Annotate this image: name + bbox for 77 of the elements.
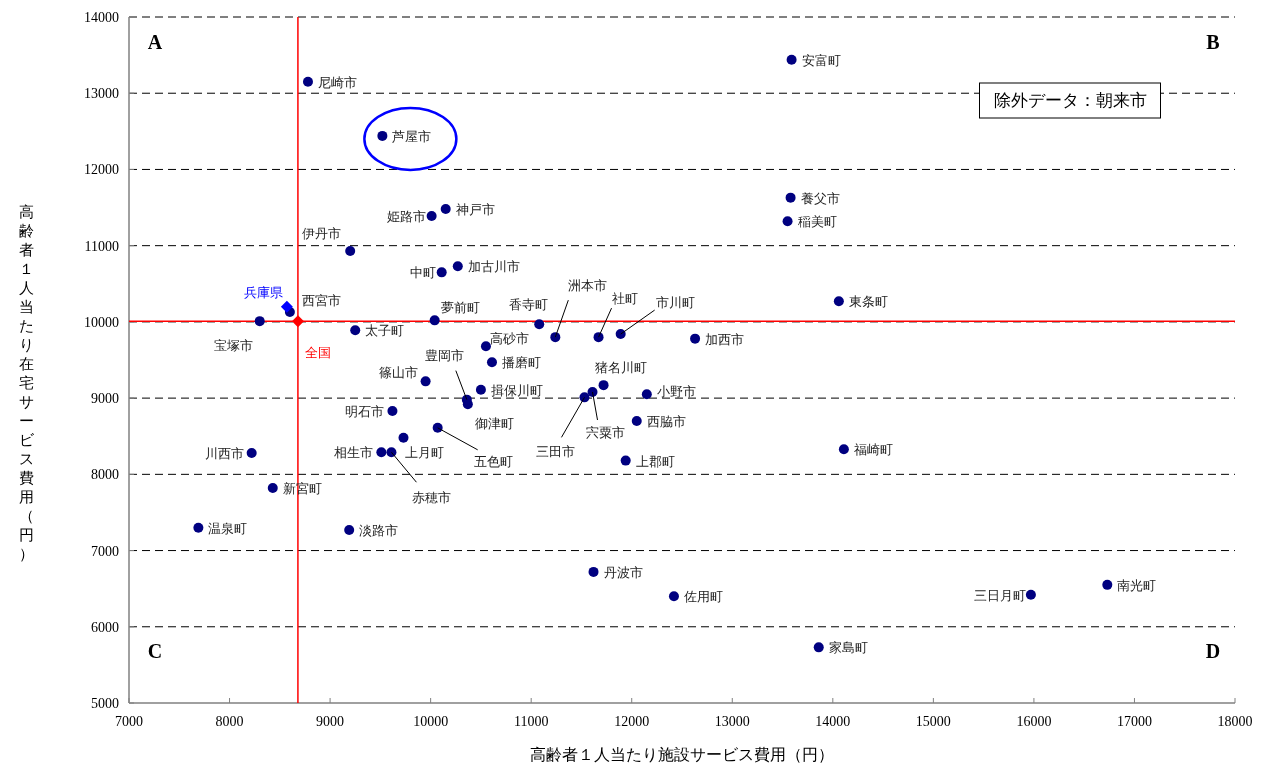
- annotation: 西宮市: [301, 292, 341, 308]
- x-tick-label: 10000: [413, 714, 449, 729]
- annotation: 丹波市: [603, 564, 643, 580]
- y-tick-label: 10000: [84, 314, 119, 330]
- x-tick-label: 7000: [115, 714, 143, 729]
- annotation: 市川町: [656, 295, 696, 311]
- x-tick-label: 13000: [714, 714, 750, 729]
- annotation: 上郡町: [635, 453, 675, 469]
- annotation: 小野市: [656, 384, 696, 400]
- annotation: 中町: [409, 265, 436, 281]
- x-tick-label: 15000: [915, 714, 951, 729]
- annotation: 五色町: [474, 453, 514, 469]
- y-axis-title: 高齢者１人当たり在宅サービス費用（円）: [17, 202, 34, 565]
- annotation: 伊丹市: [302, 226, 342, 241]
- annotation: 三日月町: [973, 587, 1026, 603]
- y-tick-label: 9000: [91, 391, 119, 407]
- annotation: 加西市: [705, 331, 745, 347]
- annotation: 福崎町: [853, 442, 893, 458]
- annotation: 家島町: [828, 640, 868, 656]
- annotation: 姫路市: [386, 208, 426, 224]
- annotation: 明石市: [345, 404, 385, 420]
- annotation: 上月町: [405, 444, 445, 460]
- series-label: 全国: [304, 345, 331, 361]
- x-tick-label: 12000: [614, 714, 650, 729]
- annotation: 播磨町: [501, 355, 541, 371]
- annotation: 芦屋市: [392, 128, 432, 144]
- annotation: 安富町: [801, 52, 841, 68]
- annotation: 夢前町: [440, 300, 480, 316]
- annotation: 赤穂市: [411, 490, 451, 506]
- x-axis-title: 高齢者１人当たり施設サービス費用（円）: [530, 746, 834, 763]
- y-tick-label: 14000: [84, 10, 119, 25]
- annotation: 温泉町: [208, 520, 248, 536]
- annotation: C: [147, 640, 163, 662]
- annotation: 尼崎市: [317, 74, 357, 90]
- annotation: B: [1206, 31, 1220, 53]
- annotation: 稲美町: [797, 214, 837, 230]
- y-tick-label: 11000: [84, 238, 119, 254]
- annotation: 社町: [611, 291, 638, 307]
- series-label: 兵庫県: [243, 284, 283, 300]
- x-tick-label: 8000: [215, 714, 244, 729]
- annotation: A: [147, 31, 163, 53]
- annotation: 川西市: [204, 445, 244, 461]
- annotation: 太子町: [365, 323, 405, 339]
- annotation: 神戸市: [455, 202, 495, 218]
- x-tick-label: 16000: [1016, 714, 1052, 729]
- annotation: 宝塚市: [214, 338, 254, 354]
- y-tick-label: 6000: [91, 619, 119, 635]
- annotation: 南光町: [1117, 577, 1157, 593]
- y-tick-label: 13000: [84, 86, 119, 102]
- annotation: 高砂市: [489, 331, 529, 347]
- annotation: 佐用町: [683, 589, 723, 605]
- annotation: 三田市: [535, 444, 575, 460]
- annotation: 猪名川町: [594, 360, 647, 376]
- annotation: 宍粟市: [586, 425, 626, 441]
- annotation: 篠山市: [378, 365, 418, 381]
- annotation: 香寺町: [509, 297, 549, 313]
- x-tick-label: 17000: [1116, 714, 1152, 729]
- y-tick-label: 12000: [84, 162, 119, 178]
- y-tick-label: 8000: [91, 467, 119, 483]
- x-tick-label: 14000: [815, 714, 851, 729]
- annotation: D: [1205, 640, 1221, 662]
- annotation: 養父市: [800, 190, 840, 206]
- annotation: 相生市: [334, 445, 374, 461]
- annotation: 淡路市: [359, 522, 399, 538]
- annotation: 西脇市: [646, 413, 686, 429]
- x-tick-label: 11000: [513, 714, 549, 729]
- annotation: 揖保川町: [490, 382, 543, 398]
- annotation: 東条町: [848, 294, 888, 310]
- x-tick-label: 18000: [1217, 714, 1253, 729]
- y-tick-label: 7000: [91, 543, 119, 559]
- x-tick-label: 9000: [316, 714, 345, 729]
- annotation: 御津町: [475, 416, 515, 432]
- annotation: 除外データ：朝来市: [993, 91, 1147, 110]
- annotation: 豊岡市: [425, 347, 465, 363]
- annotation: 洲本市: [567, 278, 607, 294]
- annotation: 加古川市: [467, 259, 520, 275]
- y-tick-label: 5000: [91, 696, 119, 711]
